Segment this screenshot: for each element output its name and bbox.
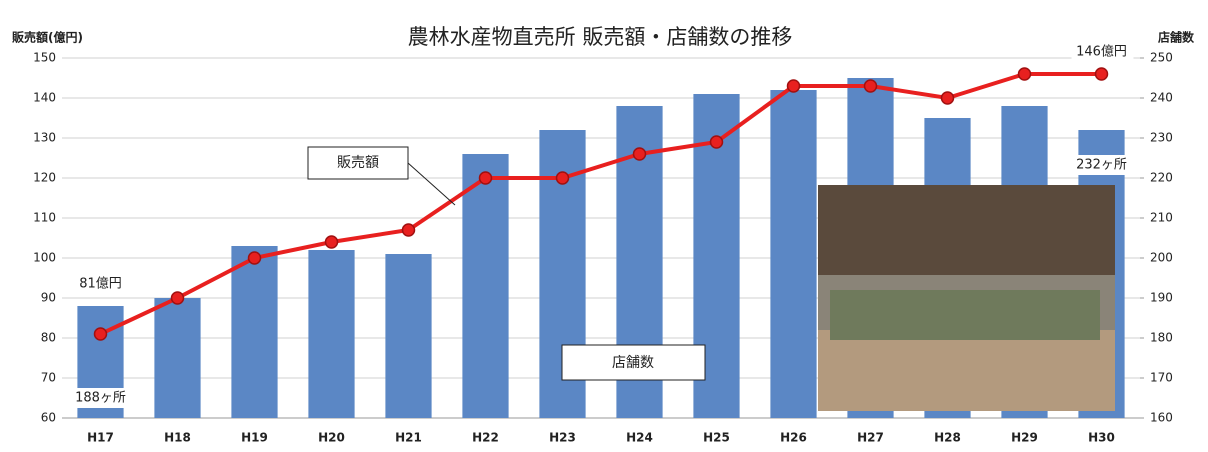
bar: [154, 298, 201, 418]
marker: [863, 79, 878, 93]
x-tick-label: H26: [780, 431, 807, 445]
value-label: 146億円: [1076, 44, 1127, 60]
chart-title: 農林水産物直売所 販売額・店舗数の推移: [408, 25, 793, 49]
x-tick-label: H27: [857, 431, 884, 445]
y-tick-label: 150: [33, 51, 56, 65]
marker: [93, 327, 108, 341]
x-tick-label: H21: [395, 431, 422, 445]
bar: [770, 90, 817, 418]
marker: [478, 171, 493, 185]
marker: [1094, 67, 1109, 81]
callout-box: [307, 146, 409, 180]
value-label: 188ヶ所: [75, 391, 126, 406]
y2-tick-label: 190: [1150, 291, 1173, 305]
y-axis-label: 販売額(億円): [12, 30, 83, 45]
value-label-bg: [1071, 155, 1134, 175]
value-label: 232ヶ所: [1076, 158, 1127, 173]
y-tick-label: 100: [33, 251, 56, 265]
marker: [709, 135, 724, 149]
x-tick-label: H29: [1011, 431, 1038, 445]
y-tick-label: 110: [33, 211, 56, 225]
y2-tick-label: 180: [1150, 331, 1173, 345]
y-tick-label: 90: [41, 291, 56, 305]
marker: [247, 251, 262, 265]
y-tick-label: 80: [41, 331, 56, 345]
value-label-bg: [70, 274, 133, 294]
marker: [170, 291, 185, 305]
photo: [818, 185, 1115, 411]
y2-tick-label: 210: [1150, 211, 1173, 225]
x-tick-label: H18: [164, 431, 191, 445]
y2-tick-label: 240: [1150, 91, 1173, 105]
legend-label: 販売額: [337, 155, 379, 171]
marker: [786, 79, 801, 93]
marker: [401, 223, 416, 237]
marker: [632, 147, 647, 161]
x-tick-label: H22: [472, 431, 499, 445]
x-tick-label: H19: [241, 431, 268, 445]
callout-box: [561, 344, 706, 381]
bar: [462, 154, 509, 418]
x-tick-label: H23: [549, 431, 576, 445]
x-tick-label: H30: [1088, 431, 1115, 445]
value-label-bg: [70, 388, 133, 408]
y2-tick-label: 250: [1150, 51, 1173, 65]
y2-axis-label: 店舗数: [1158, 30, 1195, 45]
bar: [385, 254, 432, 418]
bar: [308, 250, 355, 418]
y2-tick-label: 220: [1150, 171, 1173, 185]
x-tick-label: H24: [626, 431, 653, 445]
y2-tick-label: 160: [1150, 411, 1173, 425]
legend-label: 店舗数: [612, 355, 654, 371]
marker: [555, 171, 570, 185]
marker: [324, 235, 339, 249]
photo-ceiling: [818, 185, 1115, 275]
photo-floor: [818, 330, 1115, 411]
y2-tick-label: 230: [1150, 131, 1173, 145]
marker: [940, 91, 955, 105]
callout-leader: [407, 162, 456, 206]
x-tick-label: H25: [703, 431, 730, 445]
marker: [1017, 67, 1032, 81]
bar: [231, 246, 278, 418]
photo-shelves: [830, 290, 1100, 340]
y-tick-label: 140: [33, 91, 56, 105]
y2-tick-label: 170: [1150, 371, 1173, 385]
y-tick-label: 70: [41, 371, 56, 385]
line: [99, 72, 1102, 336]
y-tick-label: 120: [33, 171, 56, 185]
y2-tick-label: 200: [1150, 251, 1173, 265]
value-label-bg: [1071, 42, 1134, 62]
x-tick-label: H28: [934, 431, 961, 445]
x-tick-label: H17: [87, 431, 114, 445]
x-tick-label: H20: [318, 431, 345, 445]
y-tick-label: 60: [41, 411, 56, 425]
value-label: 81億円: [79, 276, 122, 292]
y-tick-label: 130: [33, 131, 56, 145]
